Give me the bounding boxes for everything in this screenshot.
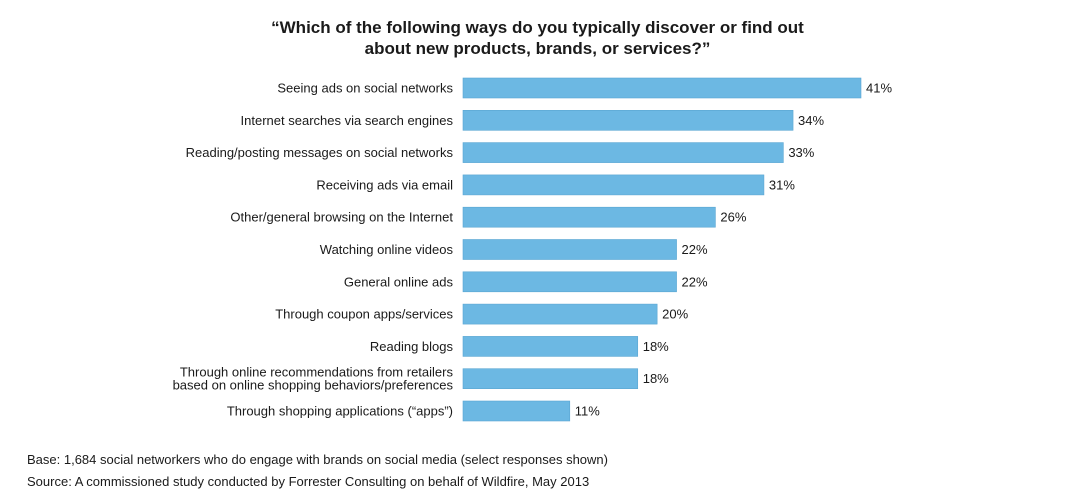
category-label-line: Receiving ads via email bbox=[316, 177, 453, 192]
bar bbox=[462, 174, 765, 196]
category-label: Receiving ads via email bbox=[316, 177, 453, 192]
chart-notes: Base: 1,684 social networkers who do eng… bbox=[27, 449, 608, 493]
source-note: Source: A commissioned study conducted b… bbox=[27, 474, 590, 489]
bar bbox=[462, 400, 571, 422]
category-label-line: Through coupon apps/services bbox=[275, 307, 453, 322]
value-label: 22% bbox=[682, 274, 708, 289]
category-label: Through shopping applications (“apps”) bbox=[227, 404, 453, 419]
value-label: 41% bbox=[866, 81, 892, 96]
value-label: 34% bbox=[798, 113, 824, 128]
category-label-line: Through online recommendations from reta… bbox=[180, 365, 454, 380]
chart-title-line-2: about new products, brands, or services?… bbox=[364, 39, 711, 58]
base-note: Base: 1,684 social networkers who do eng… bbox=[27, 452, 608, 467]
bar bbox=[462, 206, 716, 228]
category-label-line: Reading/posting messages on social netwo… bbox=[186, 145, 454, 160]
category-label-line: General online ads bbox=[344, 274, 454, 289]
category-label: Internet searches via search engines bbox=[241, 113, 454, 128]
bar bbox=[462, 77, 862, 99]
bar-chart: Seeing ads on social networks 41% Internet… bbox=[173, 77, 892, 422]
category-label-line: Through shopping applications (“apps”) bbox=[227, 404, 453, 419]
value-label: 22% bbox=[682, 242, 708, 257]
chart-title: “Which of the following ways do you typi… bbox=[0, 17, 1075, 59]
category-label-line: Other/general browsing on the Internet bbox=[230, 210, 453, 225]
value-label: 20% bbox=[662, 307, 688, 322]
category-label-line: based on online shopping behaviors/prefe… bbox=[173, 378, 454, 393]
bar bbox=[462, 271, 677, 293]
bar bbox=[462, 303, 658, 325]
category-label: Through online recommendations from reta… bbox=[173, 365, 454, 393]
category-label-line: Internet searches via search engines bbox=[241, 113, 454, 128]
value-label: 18% bbox=[643, 339, 669, 354]
category-label: Reading blogs bbox=[370, 339, 454, 354]
chart-title-line-1: “Which of the following ways do you typi… bbox=[271, 18, 804, 37]
category-label-line: Watching online videos bbox=[320, 242, 454, 257]
bar bbox=[462, 239, 677, 260]
value-label: 11% bbox=[575, 404, 600, 419]
category-label: Watching online videos bbox=[320, 242, 454, 257]
category-label: Other/general browsing on the Internet bbox=[230, 210, 453, 225]
bar bbox=[462, 110, 794, 131]
value-label: 31% bbox=[769, 177, 795, 192]
category-label-line: Seeing ads on social networks bbox=[277, 81, 453, 96]
value-label: 26% bbox=[720, 210, 746, 225]
category-label: General online ads bbox=[344, 274, 454, 289]
bar bbox=[462, 368, 639, 390]
value-label: 33% bbox=[788, 145, 814, 160]
value-label: 18% bbox=[643, 371, 669, 386]
bar bbox=[462, 336, 639, 357]
category-label: Seeing ads on social networks bbox=[277, 81, 453, 96]
bar bbox=[462, 142, 784, 163]
category-label: Reading/posting messages on social netwo… bbox=[186, 145, 454, 160]
category-label: Through coupon apps/services bbox=[275, 307, 453, 322]
category-label-line: Reading blogs bbox=[370, 339, 454, 354]
